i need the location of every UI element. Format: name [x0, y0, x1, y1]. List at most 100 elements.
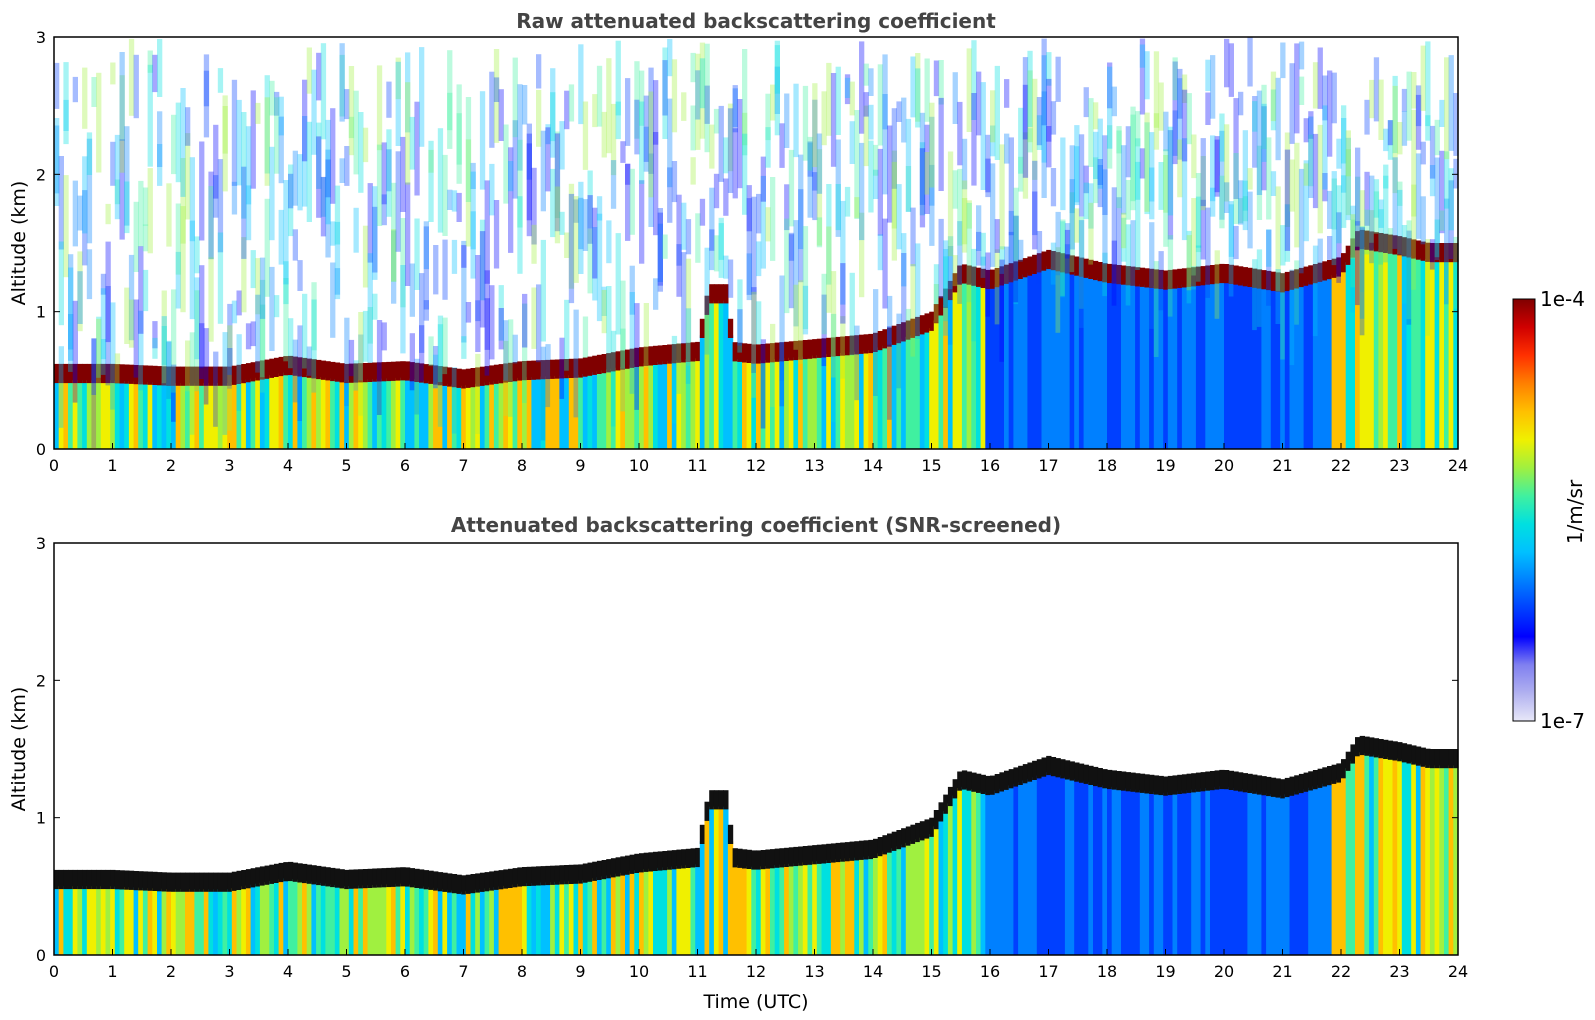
- noise-speckle: [582, 101, 589, 170]
- noise-speckle: [227, 325, 233, 431]
- noise-speckle: [802, 285, 809, 335]
- heatmap-layer-band: [1392, 235, 1398, 255]
- noise-speckle: [437, 128, 444, 233]
- noise-speckle: [961, 198, 968, 245]
- heatmap-column: [508, 885, 514, 955]
- heatmap-column: [1280, 795, 1286, 955]
- noise-speckle: [564, 232, 570, 258]
- noise-speckle: [1439, 210, 1445, 231]
- heatmap-column: [849, 352, 855, 449]
- heatmap-layer-band: [1060, 759, 1066, 779]
- heatmap-column: [863, 350, 869, 449]
- heatmap-column: [943, 305, 949, 449]
- heatmap-layer-band: [667, 850, 673, 870]
- heatmap-layer-band: [554, 359, 561, 379]
- heatmap-layer-band: [919, 315, 926, 335]
- heatmap-layer-band: [1369, 737, 1375, 757]
- heatmap-column: [264, 882, 270, 955]
- heatmap-layer-band: [620, 350, 626, 370]
- noise-speckle: [901, 97, 907, 143]
- noise-speckle: [320, 43, 327, 140]
- noise-speckle: [306, 346, 312, 376]
- heatmap-column: [1373, 248, 1380, 449]
- noise-speckle: [1331, 178, 1337, 230]
- noise-speckle: [568, 84, 575, 122]
- noise-speckle: [1444, 151, 1450, 209]
- heatmap-column: [620, 366, 626, 449]
- noise-speckle: [723, 137, 729, 174]
- noise-speckle: [854, 110, 860, 219]
- noise-speckle: [1027, 128, 1033, 153]
- heatmap-layer-band: [737, 848, 743, 868]
- noise-speckle: [966, 200, 972, 229]
- noise-speckle: [662, 234, 668, 259]
- heatmap-layer-band: [522, 867, 528, 887]
- noise-speckle: [114, 353, 121, 384]
- heatmap-layer-band: [133, 365, 139, 385]
- noise-speckle: [596, 196, 603, 221]
- noise-speckle: [961, 138, 968, 190]
- heatmap-column: [423, 380, 429, 449]
- heatmap-column: [311, 375, 317, 449]
- heatmap-column: [1149, 285, 1155, 449]
- heatmap-layer-band: [231, 365, 238, 385]
- noise-speckle: [180, 158, 186, 244]
- heatmap-layer-band: [919, 821, 926, 841]
- noise-speckle: [217, 68, 224, 93]
- noise-speckle: [966, 202, 972, 303]
- noise-speckle: [901, 253, 907, 341]
- noise-speckle: [274, 295, 280, 318]
- noise-speckle: [985, 252, 991, 317]
- heatmap-layer-band: [887, 833, 893, 853]
- heatmap-layer-band: [1261, 776, 1267, 796]
- heatmap-column: [699, 335, 706, 449]
- heatmap-column: [924, 329, 930, 449]
- heatmap-column: [405, 883, 411, 955]
- heatmap-layer-band: [451, 874, 458, 894]
- noise-speckle: [1252, 101, 1258, 132]
- heatmap-layer-band: [798, 340, 804, 360]
- heatmap-column: [671, 360, 678, 449]
- heatmap-column: [138, 887, 144, 955]
- heatmap-column: [96, 380, 102, 449]
- heatmap-layer-band: [320, 866, 327, 886]
- heatmap-column: [105, 886, 111, 955]
- heatmap-column: [695, 864, 701, 955]
- heatmap-layer-band: [185, 872, 191, 892]
- heatmap-layer-band: [1013, 261, 1019, 281]
- noise-speckle: [1064, 244, 1071, 333]
- noise-speckle: [643, 126, 649, 172]
- heatmap-column: [1378, 249, 1384, 449]
- heatmap-layer-band: [433, 365, 439, 385]
- heatmap-column: [124, 381, 130, 449]
- noise-speckle: [320, 176, 327, 237]
- noise-speckle: [746, 185, 752, 232]
- noise-speckle: [152, 54, 158, 93]
- noise-speckle: [976, 205, 982, 251]
- noise-speckle: [194, 277, 200, 360]
- noise-speckle: [372, 186, 378, 280]
- noise-speckle: [297, 154, 303, 211]
- noise-speckle: [451, 367, 458, 434]
- noise-speckle: [737, 309, 743, 346]
- noise-speckle: [386, 149, 392, 192]
- x-tick-label: 5: [341, 962, 351, 981]
- heatmap-layer-band: [929, 817, 935, 837]
- heatmap-column: [255, 377, 261, 449]
- heatmap-column: [180, 889, 186, 955]
- heatmap-layer-band: [423, 870, 429, 890]
- heatmap-column: [1387, 757, 1394, 955]
- heatmap-layer-band: [943, 288, 949, 308]
- heatmap-column: [166, 383, 172, 449]
- noise-speckle: [1406, 230, 1412, 325]
- noise-speckle: [1078, 216, 1085, 309]
- heatmap-column: [297, 373, 303, 449]
- noise-speckle: [873, 289, 879, 396]
- noise-speckle: [147, 168, 153, 254]
- heatmap-layer-band: [1364, 736, 1370, 756]
- heatmap-layer-band: [1214, 770, 1220, 790]
- heatmap-column: [938, 312, 944, 449]
- noise-speckle: [807, 142, 813, 218]
- noise-speckle: [966, 48, 972, 132]
- noise-speckle: [863, 105, 869, 167]
